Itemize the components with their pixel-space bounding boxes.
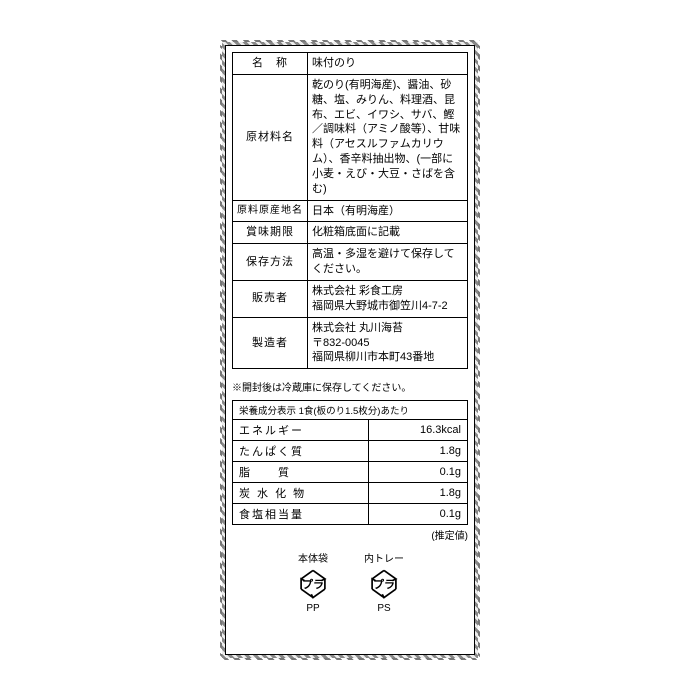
nutrition-value-cell: 1.8g (369, 441, 468, 462)
info-value-cell: 味付のり (308, 53, 468, 75)
nutrition-tbody: エネルギー16.3kcalたんぱく質1.8g脂 質0.1g炭 水 化 物1.8g… (233, 420, 468, 525)
table-row: 原料原産地名日本（有明海産） (233, 200, 468, 222)
recycling-row: 本体袋 プラ PP 内トレー プラ PS (232, 550, 468, 614)
pla-mark-icon: プラ (367, 567, 401, 601)
table-row: たんぱく質1.8g (233, 441, 468, 462)
nutrition-label-cell: たんぱく質 (233, 441, 369, 462)
nutrition-value-cell: 0.1g (369, 462, 468, 483)
info-value-cell: 化粧箱底面に記載 (308, 222, 468, 244)
table-row: 販売者株式会社 彩食工房 福岡県大野城市御笠川4-7-2 (233, 280, 468, 317)
info-header-cell: 名 称 (233, 53, 308, 75)
nutrition-table: 栄養成分表示 1食(板のり1.5枚分)あたり エネルギー16.3kcalたんぱく… (232, 400, 468, 525)
table-row: 名 称味付のり (233, 53, 468, 75)
table-row: 賞味期限化粧箱底面に記載 (233, 222, 468, 244)
nutrition-label-cell: 脂 質 (233, 462, 369, 483)
table-row: 脂 質0.1g (233, 462, 468, 483)
info-value-cell: 高温・多湿を避けて保存してください。 (308, 244, 468, 281)
info-value-cell: 株式会社 丸川海苔 〒832-0045 福岡県柳川市本町43番地 (308, 317, 468, 369)
recycling-bottom-label: PS (377, 603, 390, 614)
recycling-top-label: 本体袋 (298, 550, 328, 565)
recycling-item: 本体袋 プラ PP (296, 550, 330, 614)
pla-mark-icon: プラ (296, 567, 330, 601)
table-row: エネルギー16.3kcal (233, 420, 468, 441)
nutrition-label-cell: 炭 水 化 物 (233, 483, 369, 504)
table-row: 製造者株式会社 丸川海苔 〒832-0045 福岡県柳川市本町43番地 (233, 317, 468, 369)
info-value-cell: 乾のり(有明海産)、醤油、砂糖、塩、みりん、料理酒、昆布、エビ、イワシ、サバ、鰹… (308, 74, 468, 200)
info-header-cell: 製造者 (233, 317, 308, 369)
recycling-item: 内トレー プラ PS (364, 550, 404, 614)
nutrition-heading: 栄養成分表示 1食(板のり1.5枚分)あたり (233, 401, 468, 420)
table-row: 保存方法高温・多湿を避けて保存してください。 (233, 244, 468, 281)
nutrition-value-cell: 1.8g (369, 483, 468, 504)
recycling-bottom-label: PP (306, 603, 319, 614)
info-tbody: 名 称味付のり原材料名乾のり(有明海産)、醤油、砂糖、塩、みりん、料理酒、昆布、… (233, 53, 468, 369)
info-value-cell: 日本（有明海産） (308, 200, 468, 222)
storage-note: ※開封後は冷蔵庫に保存してください。 (232, 379, 468, 394)
nutrition-value-cell: 16.3kcal (369, 420, 468, 441)
nutrition-label-cell: 食塩相当量 (233, 504, 369, 525)
info-header-cell: 保存方法 (233, 244, 308, 281)
info-table: 名 称味付のり原材料名乾のり(有明海産)、醤油、砂糖、塩、みりん、料理酒、昆布、… (232, 52, 468, 369)
info-header-cell: 賞味期限 (233, 222, 308, 244)
info-value-cell: 株式会社 彩食工房 福岡県大野城市御笠川4-7-2 (308, 280, 468, 317)
label-panel: 名 称味付のり原材料名乾のり(有明海産)、醤油、砂糖、塩、みりん、料理酒、昆布、… (225, 45, 475, 655)
table-row: 原材料名乾のり(有明海産)、醤油、砂糖、塩、みりん、料理酒、昆布、エビ、イワシ、… (233, 74, 468, 200)
table-row: 食塩相当量0.1g (233, 504, 468, 525)
info-header-cell: 原料原産地名 (233, 200, 308, 222)
nutrition-estimate: (推定値) (232, 527, 468, 542)
info-header-cell: 販売者 (233, 280, 308, 317)
info-header-cell: 原材料名 (233, 74, 308, 200)
nutrition-value-cell: 0.1g (369, 504, 468, 525)
nutrition-label-cell: エネルギー (233, 420, 369, 441)
table-row: 炭 水 化 物1.8g (233, 483, 468, 504)
recycling-top-label: 内トレー (364, 550, 404, 565)
